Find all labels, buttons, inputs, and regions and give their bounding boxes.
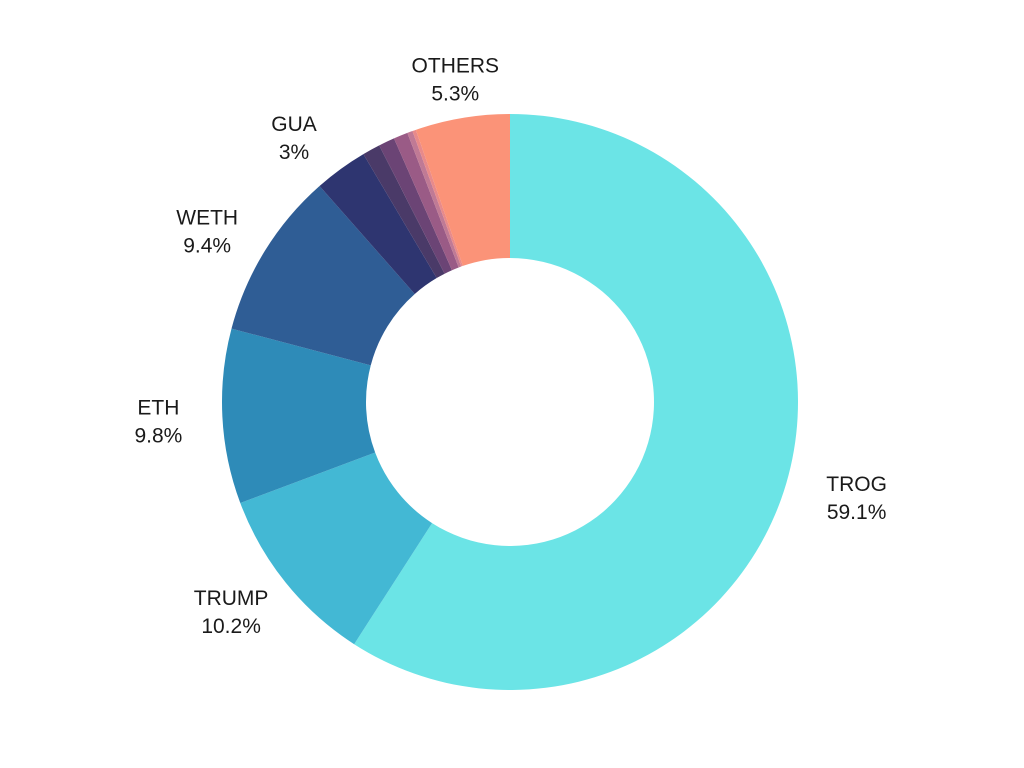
- slice-minor-6: [379, 138, 452, 274]
- label-name-trump: TRUMP: [194, 587, 269, 610]
- slice-minor-8: [407, 131, 462, 268]
- label-eth: ETH 9.8%: [134, 397, 182, 448]
- label-weth: WETH 9.4%: [176, 207, 238, 258]
- label-value-others: 5.3%: [431, 83, 479, 106]
- slice-minor-5: [363, 145, 445, 279]
- label-name-gua: GUA: [271, 113, 317, 136]
- label-value-trump: 10.2%: [201, 615, 261, 638]
- labels-group: TROG 59.1% TRUMP 10.2% ETH 9.8% WETH 9.4% GUA 3% O…: [134, 55, 886, 639]
- label-value-eth: 9.8%: [134, 425, 182, 448]
- slice-minor-7: [393, 132, 459, 271]
- slice-minor-9: [412, 129, 463, 267]
- label-gua: GUA 3%: [271, 113, 317, 164]
- label-trump: TRUMP 10.2%: [194, 587, 269, 638]
- slice-gua: [319, 154, 437, 294]
- label-others: OTHERS 5.3%: [412, 55, 500, 106]
- label-name-others: OTHERS: [412, 55, 500, 78]
- slice-eth: [222, 328, 376, 503]
- slice-others: [415, 114, 510, 266]
- slice-weth: [231, 185, 415, 366]
- slice-trump: [240, 452, 433, 645]
- label-name-trog: TROG: [826, 473, 887, 496]
- label-value-trog: 59.1%: [827, 501, 887, 524]
- label-name-weth: WETH: [176, 207, 238, 230]
- label-name-eth: ETH: [137, 397, 179, 420]
- slices-group: [222, 114, 799, 690]
- slice-trog: [354, 114, 799, 690]
- label-value-gua: 3%: [279, 141, 309, 164]
- label-value-weth: 9.4%: [183, 235, 231, 258]
- label-trog: TROG 59.1%: [826, 473, 887, 524]
